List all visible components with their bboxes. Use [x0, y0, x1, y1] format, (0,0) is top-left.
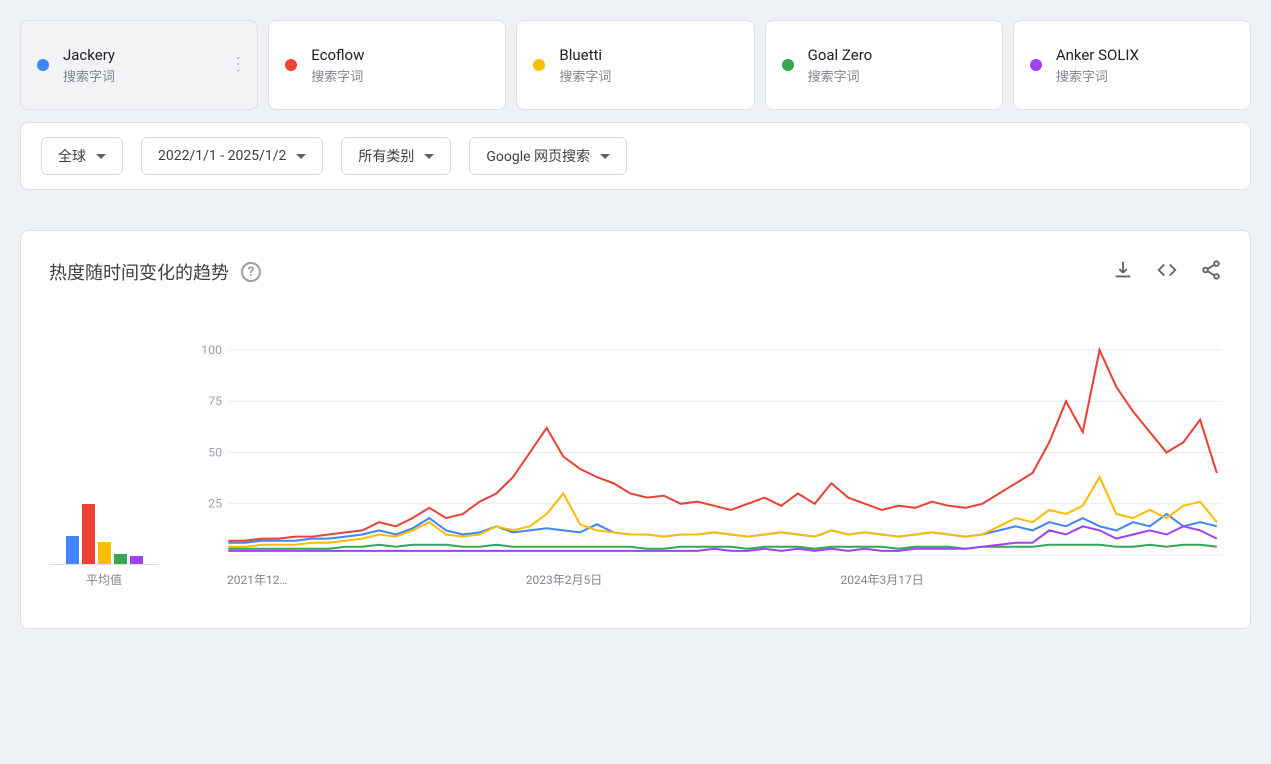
- chart-actions: [1112, 259, 1222, 285]
- avg-bar: [130, 556, 143, 564]
- term-subtitle: 搜索字词: [559, 66, 611, 85]
- share-icon[interactable]: [1200, 259, 1222, 285]
- filter-source-label: Google 网页搜索: [486, 146, 590, 166]
- avg-bar: [114, 554, 127, 564]
- average-label: 平均值: [49, 571, 159, 588]
- term-subtitle: 搜索字词: [63, 66, 115, 85]
- term-card-2[interactable]: Bluetti 搜索字词: [516, 20, 754, 110]
- term-subtitle: 搜索字词: [311, 66, 364, 85]
- filter-source[interactable]: Google 网页搜索: [469, 137, 627, 175]
- filter-category-label: 所有类别: [358, 146, 414, 166]
- line-chart: 25 50 75 100 2021年12… 2023年2月5日 2024年3月17日: [189, 345, 1222, 588]
- xlabel-1: 2023年2月5日: [526, 571, 602, 588]
- average-bars: [49, 495, 159, 565]
- chart-title-text: 热度随时间变化的趋势: [49, 259, 229, 285]
- term-subtitle: 搜索字词: [1056, 66, 1139, 85]
- filter-timerange-label: 2022/1/1 - 2025/1/2: [158, 148, 286, 164]
- filter-region-label: 全球: [58, 146, 86, 166]
- svg-text:25: 25: [208, 497, 222, 511]
- trend-chart-card: 热度随时间变化的趋势 ? 平均值 25 50 75 100 2021年12… 2023…: [20, 230, 1251, 629]
- download-icon[interactable]: [1112, 259, 1134, 285]
- xlabel-2: 2024年3月17日: [841, 571, 924, 588]
- filter-timerange[interactable]: 2022/1/1 - 2025/1/2: [141, 137, 323, 175]
- search-terms-row: Jackery搜索字词⋮Ecoflow搜索字词Bluetti搜索字词Goal Z…: [0, 0, 1271, 110]
- term-color-dot: [782, 59, 794, 71]
- avg-bar: [66, 536, 79, 564]
- filter-region[interactable]: 全球: [41, 137, 123, 175]
- chart-header: 热度随时间变化的趋势 ?: [49, 259, 1222, 285]
- filters-bar: 全球 2022/1/1 - 2025/1/2 所有类别 Google 网页搜索: [20, 122, 1251, 190]
- term-name: Anker SOLIX: [1056, 46, 1139, 64]
- help-icon[interactable]: ?: [241, 262, 261, 282]
- term-color-dot: [285, 59, 297, 71]
- chevron-down-icon: [424, 154, 434, 159]
- term-name: Bluetti: [559, 46, 611, 64]
- svg-text:75: 75: [208, 394, 222, 408]
- embed-icon[interactable]: [1156, 259, 1178, 285]
- chart-body: 平均值 25 50 75 100 2021年12… 2023年2月5日 2024年3月…: [49, 345, 1222, 588]
- chevron-down-icon: [600, 154, 610, 159]
- more-icon[interactable]: ⋮: [229, 63, 247, 67]
- term-card-3[interactable]: Goal Zero 搜索字词: [765, 20, 1003, 110]
- chevron-down-icon: [96, 154, 106, 159]
- term-card-0[interactable]: Jackery 搜索字词 ⋮: [20, 20, 258, 110]
- term-color-dot: [533, 59, 545, 71]
- average-block: 平均值: [49, 495, 159, 588]
- svg-text:100: 100: [201, 345, 222, 357]
- term-name: Jackery: [63, 46, 115, 64]
- avg-bar: [82, 504, 95, 564]
- term-name: Ecoflow: [311, 46, 364, 64]
- avg-bar: [98, 542, 111, 564]
- line-chart-svg: 25 50 75 100: [189, 345, 1222, 565]
- svg-text:50: 50: [208, 446, 222, 460]
- chevron-down-icon: [296, 154, 306, 159]
- term-subtitle: 搜索字词: [808, 66, 873, 85]
- filter-category[interactable]: 所有类别: [341, 137, 451, 175]
- term-card-4[interactable]: Anker SOLIX 搜索字词: [1013, 20, 1251, 110]
- x-axis-labels: 2021年12… 2023年2月5日 2024年3月17日: [189, 571, 1222, 588]
- chart-title: 热度随时间变化的趋势 ?: [49, 259, 261, 285]
- term-color-dot: [1030, 59, 1042, 71]
- xlabel-0: 2021年12…: [227, 571, 288, 588]
- term-color-dot: [37, 59, 49, 71]
- term-card-1[interactable]: Ecoflow 搜索字词: [268, 20, 506, 110]
- term-name: Goal Zero: [808, 46, 873, 64]
